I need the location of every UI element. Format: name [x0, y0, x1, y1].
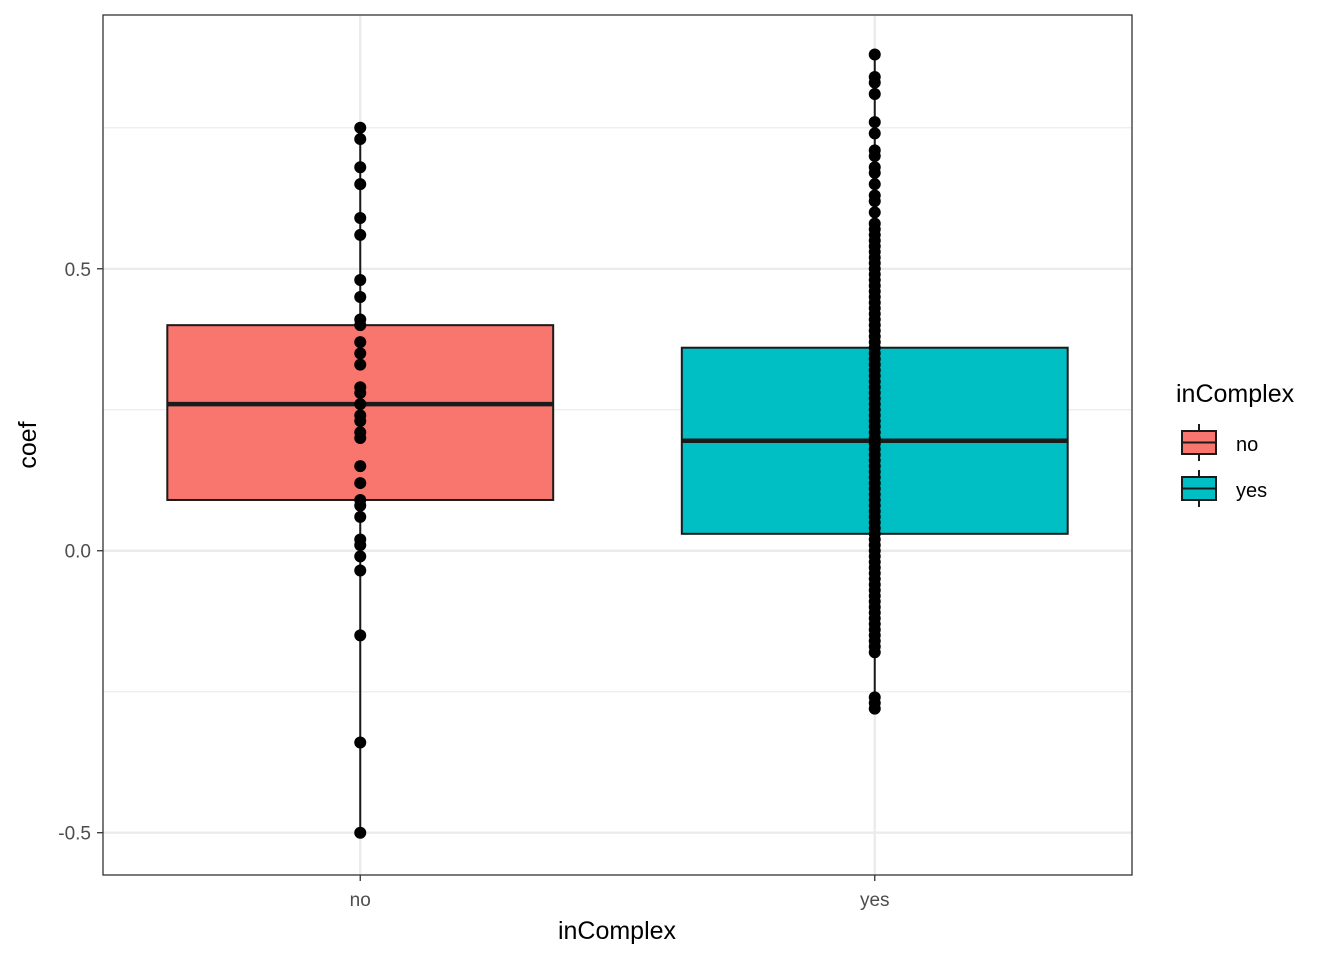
- data-point-no: [354, 121, 367, 134]
- x-tick-label: no: [350, 890, 371, 911]
- data-point-no: [354, 431, 367, 444]
- data-point-no: [354, 826, 367, 839]
- data-point-no: [354, 510, 367, 523]
- data-point-no: [354, 629, 367, 642]
- data-point-no: [354, 178, 367, 191]
- legend: inComplex no yes: [1176, 380, 1295, 507]
- y-tick-label: 0.0: [65, 542, 91, 563]
- data-point-yes: [868, 87, 881, 100]
- data-point-no: [354, 550, 367, 563]
- data-point-no: [354, 539, 367, 552]
- legend-label: no: [1236, 434, 1258, 456]
- data-point-yes: [868, 195, 881, 208]
- data-point-no: [354, 319, 367, 332]
- data-point-no: [354, 415, 367, 428]
- panel-border: [102, 14, 1133, 876]
- x-axis-ticks: no yes: [350, 875, 890, 911]
- legend-label: yes: [1236, 480, 1267, 502]
- legend-title: inComplex: [1176, 380, 1295, 408]
- data-point-yes: [868, 206, 881, 219]
- y-axis-ticks: -0.5 0.0 0.5: [58, 260, 103, 845]
- data-point-yes: [868, 646, 881, 659]
- data-point-no: [354, 212, 367, 225]
- data-point-no: [354, 398, 367, 411]
- data-point-yes: [868, 48, 881, 61]
- data-point-no: [354, 274, 367, 287]
- data-point-no: [354, 460, 367, 473]
- data-point-no: [354, 161, 367, 174]
- data-point-no: [354, 499, 367, 512]
- data-points: [354, 48, 881, 839]
- data-point-yes: [868, 166, 881, 179]
- data-point-no: [354, 347, 367, 360]
- data-point-no: [354, 564, 367, 577]
- data-point-yes: [868, 702, 881, 715]
- x-axis-title: inComplex: [558, 917, 677, 945]
- data-point-yes: [868, 178, 881, 191]
- y-tick-label: -0.5: [58, 824, 91, 845]
- y-axis-title: coef: [14, 421, 42, 468]
- data-point-no: [354, 358, 367, 371]
- data-point-no: [354, 133, 367, 146]
- y-tick-label: 0.5: [65, 260, 91, 281]
- data-point-no: [354, 336, 367, 349]
- legend-entry-no: no: [1181, 424, 1258, 461]
- legend-entry-yes: yes: [1181, 470, 1267, 507]
- data-point-no: [354, 290, 367, 303]
- data-point-yes: [868, 76, 881, 89]
- data-point-no: [354, 386, 367, 399]
- data-point-yes: [868, 116, 881, 129]
- data-point-no: [354, 477, 367, 490]
- data-point-yes: [868, 127, 881, 140]
- data-point-no: [354, 228, 367, 241]
- x-tick-label: yes: [860, 890, 890, 911]
- data-point-no: [354, 736, 367, 749]
- data-point-yes: [868, 149, 881, 162]
